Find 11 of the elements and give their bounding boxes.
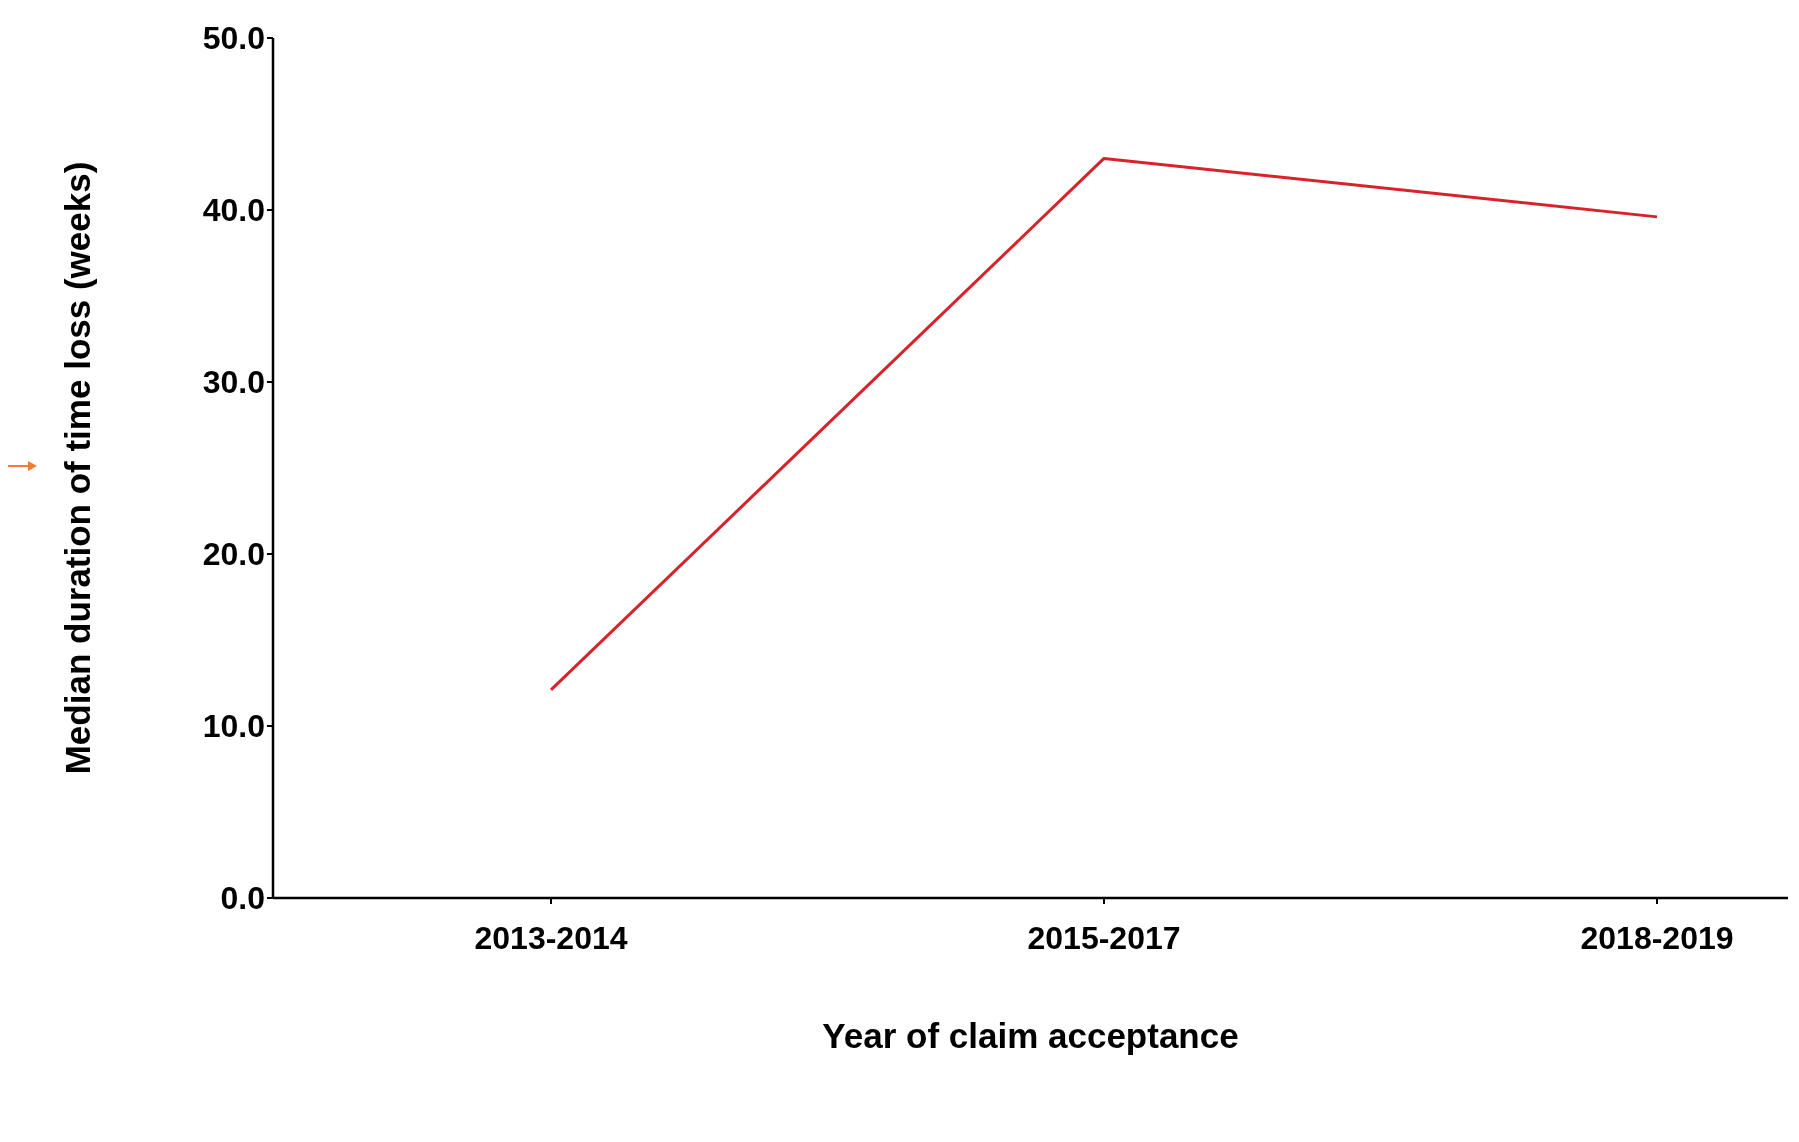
y-tick-label: 30.0 xyxy=(202,364,265,401)
y-tick-label: 50.0 xyxy=(202,20,265,57)
y-tick-label: 20.0 xyxy=(202,536,265,573)
y-axis-title: Median duration of time loss (weeks) xyxy=(58,161,98,775)
y-tick-label: 0.0 xyxy=(220,880,265,917)
x-axis-title: Year of claim acceptance xyxy=(822,1016,1239,1055)
y-tick-label: 10.0 xyxy=(202,708,265,745)
x-tick-label: 2018-2019 xyxy=(1580,919,1734,956)
y-tick-label: 40.0 xyxy=(202,192,265,229)
x-tick-label: 2015-2017 xyxy=(1027,919,1181,956)
x-tick-label: 2013-2014 xyxy=(474,919,628,956)
